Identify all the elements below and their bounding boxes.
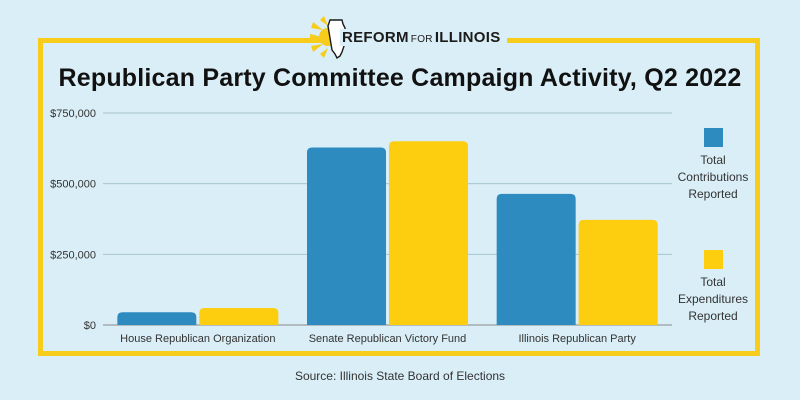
bar-expenditures: [389, 141, 468, 325]
y-tick-label: $500,000: [50, 179, 96, 191]
legend-swatch-contributions: [703, 128, 723, 147]
legend-contributions: Total Contributions Reported: [668, 128, 758, 203]
source-note: Source: Illinois State Board of Election…: [294, 369, 506, 383]
reform-for-illinois-logo: REFORM FOR ILLINOIS: [308, 14, 527, 60]
legend-label-contributions: Total Contributions Reported: [677, 153, 749, 201]
bar-contributions: [117, 312, 197, 325]
bar-expenditures: [199, 308, 279, 325]
bar-contributions: [496, 193, 576, 325]
chart-title: Republican Party Committee Campaign Acti…: [58, 64, 742, 92]
logo-wordmark: REFORM FOR ILLINOIS: [340, 28, 507, 46]
legend-swatch-expenditures: [703, 250, 723, 269]
bar-expenditures: [578, 219, 658, 325]
legend-label-expenditures: Total Expenditures Reported: [677, 275, 749, 323]
bar-contributions: [307, 147, 386, 325]
y-tick-label: $0: [84, 320, 96, 332]
y-tick-label: $750,000: [50, 108, 96, 120]
legend-expenditures: Total Expenditures Reported: [668, 250, 758, 325]
x-tick-label: Senate Republican Victory Fund: [309, 333, 467, 345]
x-tick-label: House Republican Organization: [120, 333, 275, 345]
y-tick-label: $250,000: [50, 249, 96, 261]
x-tick-label: Illinois Republican Party: [518, 333, 636, 345]
